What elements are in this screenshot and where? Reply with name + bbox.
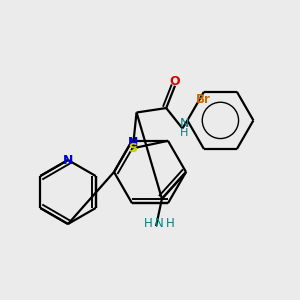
Text: H: H (180, 128, 189, 138)
Text: Br: Br (196, 93, 210, 106)
Text: N: N (63, 154, 73, 166)
Text: S: S (128, 142, 137, 155)
Text: N: N (180, 117, 189, 130)
Text: O: O (170, 75, 180, 88)
Text: H: H (144, 217, 152, 230)
Text: H: H (166, 217, 175, 230)
Text: N: N (128, 136, 138, 149)
Text: N: N (155, 217, 164, 230)
